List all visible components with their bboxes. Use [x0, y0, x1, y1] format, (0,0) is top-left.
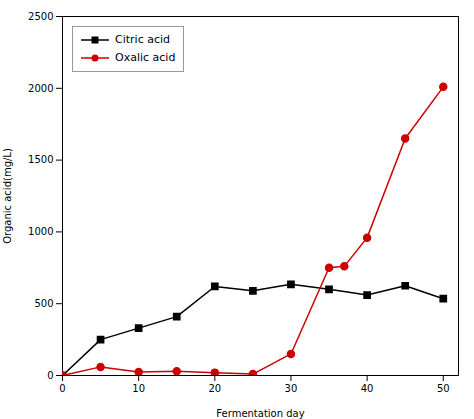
html-text:Citric acid: Citric acid: [115, 33, 170, 46]
svg-text:Organic acid(mg/L): Organic acid(mg/L): [2, 148, 13, 244]
svg-text:10: 10: [132, 383, 145, 394]
svg-text:20: 20: [208, 383, 221, 394]
svg-text:2500: 2500: [28, 11, 53, 22]
svg-text:30: 30: [285, 383, 298, 394]
html-text:Oxalic acid: Oxalic acid: [115, 51, 176, 64]
svg-text:1000: 1000: [28, 226, 53, 237]
svg-text:1500: 1500: [28, 154, 53, 165]
svg-text:500: 500: [34, 298, 53, 309]
svg-text:Fermentation day: Fermentation day: [216, 408, 304, 419]
svg-text:50: 50: [437, 383, 450, 394]
svg-text:40: 40: [361, 383, 374, 394]
svg-text:0: 0: [47, 370, 53, 381]
svg-text:2000: 2000: [28, 83, 53, 94]
svg-text:0: 0: [59, 383, 65, 394]
